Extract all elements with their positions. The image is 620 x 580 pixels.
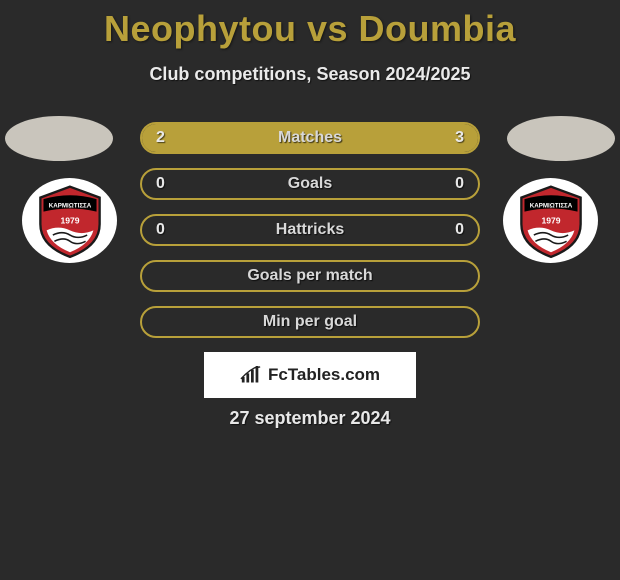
date-text: 27 september 2024: [229, 408, 390, 429]
brand-text: FcTables.com: [268, 365, 380, 385]
stat-row: 0 Goals 0: [140, 168, 480, 200]
stat-label: Min per goal: [263, 313, 357, 331]
player-avatar-right: [507, 116, 615, 161]
stat-value-right: 3: [455, 129, 464, 147]
player-avatar-left: [5, 116, 113, 161]
club-badge-right: ΚΑΡΜΙΩΤΙΣΣΑ 1979: [503, 178, 598, 263]
svg-text:ΚΑΡΜΙΩΤΙΣΣΑ: ΚΑΡΜΙΩΤΙΣΣΑ: [529, 202, 572, 209]
brand-chart-icon: [240, 366, 262, 384]
svg-text:ΚΑΡΜΙΩΤΙΣΣΑ: ΚΑΡΜΙΩΤΙΣΣΑ: [48, 202, 91, 209]
stat-value-left: 2: [156, 129, 165, 147]
stat-label: Goals: [288, 175, 332, 193]
stat-label: Goals per match: [247, 267, 372, 285]
brand-box: FcTables.com: [204, 352, 416, 398]
stat-label: Hattricks: [276, 221, 344, 239]
club-badge-left: ΚΑΡΜΙΩΤΙΣΣΑ 1979: [22, 178, 117, 263]
page-title: Neophytou vs Doumbia: [0, 0, 620, 50]
stat-value-left: 0: [156, 175, 165, 193]
page-subtitle: Club competitions, Season 2024/2025: [0, 64, 620, 85]
stat-row: 0 Hattricks 0: [140, 214, 480, 246]
stat-row: Goals per match: [140, 260, 480, 292]
svg-text:1979: 1979: [60, 215, 79, 225]
club-badge-icon: ΚΑΡΜΙΩΤΙΣΣΑ 1979: [512, 182, 590, 260]
svg-text:1979: 1979: [541, 215, 560, 225]
stat-row: Min per goal: [140, 306, 480, 338]
stat-row: 2 Matches 3: [140, 122, 480, 154]
stat-value-right: 0: [455, 221, 464, 239]
stat-value-left: 0: [156, 221, 165, 239]
club-badge-icon: ΚΑΡΜΙΩΤΙΣΣΑ 1979: [31, 182, 109, 260]
stat-label: Matches: [278, 129, 342, 147]
stats-container: 2 Matches 3 0 Goals 0 0 Hattricks 0 Goal…: [140, 122, 480, 338]
stat-value-right: 0: [455, 175, 464, 193]
